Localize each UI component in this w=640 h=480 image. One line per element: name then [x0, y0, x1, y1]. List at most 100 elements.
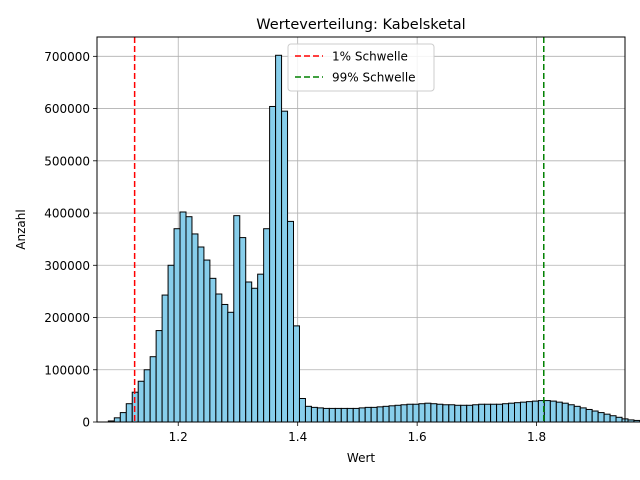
histogram-bar: [227, 311, 235, 423]
histogram-bar: [137, 380, 145, 423]
y-tick-label: 200000: [44, 311, 90, 325]
histogram-bar: [418, 403, 426, 423]
histogram-bar: [406, 403, 414, 423]
histogram-bar: [352, 407, 360, 423]
histogram-bar: [502, 403, 510, 423]
histogram-bar: [543, 400, 551, 423]
y-axis-label: Anzahl: [14, 209, 28, 249]
plot-frame: [96, 36, 626, 423]
histogram-bar: [400, 404, 408, 423]
histogram-bar: [340, 407, 348, 423]
x-axis-label: Wert: [347, 451, 375, 465]
x-tick-label: 1.4: [288, 430, 307, 444]
histogram-bar: [531, 400, 539, 423]
histogram-bar: [155, 330, 163, 423]
histogram-bar: [203, 259, 211, 423]
histogram-bar: [328, 407, 336, 423]
histogram-bar: [514, 402, 521, 423]
histogram-bar: [275, 54, 283, 423]
histogram-bar: [173, 228, 181, 423]
histogram-bar: [233, 215, 241, 423]
y-tick-label: 300000: [44, 259, 90, 273]
histogram-bar: [549, 400, 557, 423]
histogram-bar: [304, 405, 312, 423]
y-tick-label: 700000: [44, 50, 90, 64]
histogram-bar: [627, 419, 635, 423]
histogram-bar: [293, 325, 300, 423]
histogram-bar: [442, 404, 450, 423]
histogram-bar: [167, 264, 175, 423]
threshold-lines: [133, 37, 545, 422]
histogram-bar: [161, 294, 169, 423]
histogram-bar: [448, 404, 456, 423]
histogram-bar: [322, 407, 330, 423]
histogram-bar: [197, 246, 205, 423]
histogram-bar: [460, 404, 468, 423]
x-tick-label: 1.2: [169, 430, 188, 444]
histogram-bar: [579, 407, 587, 423]
y-tick-label: 100000: [44, 363, 90, 377]
histogram-bar: [221, 303, 229, 423]
histogram-bar: [591, 410, 599, 423]
histogram-bar: [430, 403, 438, 423]
y-tick-label: 400000: [44, 207, 90, 221]
histogram-bar: [382, 405, 390, 423]
histogram-bar: [478, 403, 486, 423]
histogram-bar: [454, 404, 462, 423]
histogram-bar: [316, 407, 324, 423]
histogram-bar: [585, 408, 593, 423]
histogram-bar: [149, 356, 157, 423]
histogram-bar: [567, 404, 575, 423]
histogram-bar: [496, 403, 504, 423]
histogram-bar: [215, 293, 223, 423]
histogram-bar: [298, 397, 306, 423]
histogram-bar: [179, 211, 187, 423]
histogram-bar: [310, 406, 318, 423]
legend-label-1pct: 1% Schwelle: [332, 50, 408, 64]
y-tick-label: 500000: [44, 154, 90, 168]
histogram-bar: [346, 407, 354, 423]
histogram-bar: [573, 405, 581, 423]
histogram-bar: [615, 416, 623, 423]
chart-title: Werteverteilung: Kabelsketal: [256, 17, 465, 33]
histogram-bar: [281, 110, 289, 423]
histogram-bar: [143, 369, 151, 423]
histogram-bar: [412, 403, 420, 423]
histogram-bar: [436, 403, 444, 423]
histogram-bars: [107, 54, 640, 423]
histogram-bar: [370, 406, 378, 423]
histogram-bar: [519, 401, 527, 423]
histogram-bar: [239, 237, 247, 423]
histogram-bar: [287, 220, 295, 423]
legend: 1% Schwelle 99% Schwelle: [287, 43, 435, 92]
histogram-bar: [424, 402, 432, 423]
histogram-bar: [603, 413, 611, 423]
histogram-bar: [555, 401, 563, 423]
histogram-bar: [490, 403, 498, 423]
histogram-bar: [376, 406, 384, 423]
histogram-bar: [633, 419, 640, 423]
histogram-bar: [263, 228, 271, 423]
x-axis-ticks: 1.2 1.4 1.6 1.8: [169, 422, 546, 444]
histogram-bar: [364, 406, 372, 423]
histogram-bar: [597, 412, 605, 423]
x-tick-label: 1.6: [408, 430, 427, 444]
legend-label-99pct: 99% Schwelle: [332, 71, 416, 85]
x-tick-label: 1.8: [527, 430, 546, 444]
y-axis-ticks: 0 100000 200000 300000 400000 500000 600000 700…: [44, 50, 97, 430]
y-tick-label: 600000: [44, 102, 90, 116]
histogram-bar: [113, 417, 121, 423]
histogram-bar: [508, 402, 516, 423]
histogram-bar: [185, 216, 193, 423]
histogram-bar: [119, 412, 127, 423]
histogram-bar: [525, 401, 533, 423]
histogram-bar: [191, 233, 199, 423]
histogram-bar: [472, 404, 480, 423]
histogram-bar: [358, 407, 366, 423]
histogram-bar: [484, 403, 492, 423]
histogram-bar: [394, 404, 402, 423]
histogram-bar: [388, 405, 396, 423]
histogram-bar: [561, 402, 569, 423]
histogram-bar: [257, 273, 265, 423]
